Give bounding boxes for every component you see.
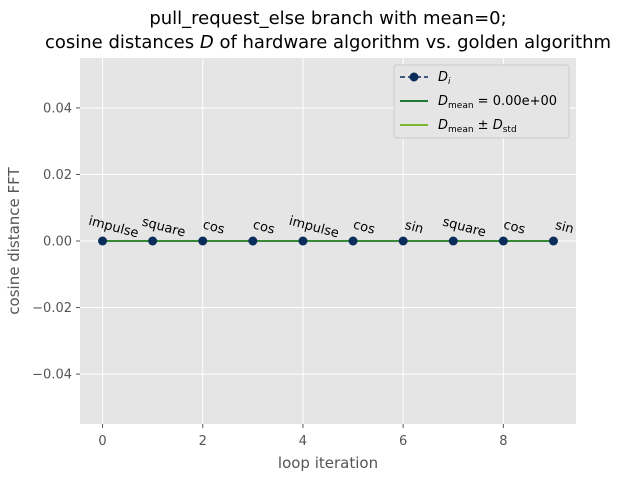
di-data-point xyxy=(298,236,308,246)
di-data-point xyxy=(548,236,558,246)
di-data-point xyxy=(98,236,108,246)
legend-box xyxy=(393,64,570,139)
legend-di-sub: i xyxy=(448,77,451,87)
title-line2-suffix: of hardware algorithm vs. golden algorit… xyxy=(214,32,611,53)
point-label: sin xyxy=(403,218,425,237)
legend-mean-main: D xyxy=(438,94,448,109)
di-data-point xyxy=(148,236,158,246)
x-tick-label: 6 xyxy=(399,434,407,449)
legend-mean-label: Dmean = 0.00e+00 xyxy=(438,94,557,111)
x-axis-label: loop iteration xyxy=(278,454,378,472)
x-tick-label: 8 xyxy=(499,434,507,449)
series-layer xyxy=(98,236,558,246)
y-tick-label: 0.04 xyxy=(43,101,72,116)
point-label: cos xyxy=(351,218,376,238)
legend-mean-sub: mean xyxy=(448,101,474,111)
tick-labels: 0 2 4 6 8 −0.04 −0.02 0.00 0.02 0.04 xyxy=(32,101,507,449)
x-tick-label: 2 xyxy=(199,434,207,449)
y-tick-label: 0.00 xyxy=(43,235,72,250)
title-line2-prefix: cosine distances xyxy=(45,32,200,53)
di-data-point xyxy=(198,236,208,246)
di-data-point xyxy=(448,236,458,246)
x-tick-label: 0 xyxy=(98,434,106,449)
legend-std-sub2: std xyxy=(503,125,517,135)
y-tick-label: −0.02 xyxy=(32,301,72,316)
point-label: cos xyxy=(201,218,226,238)
point-label: sin xyxy=(553,218,575,237)
legend-std-main2: D xyxy=(493,118,503,133)
y-tick-label: −0.04 xyxy=(32,368,72,383)
di-data-point xyxy=(398,236,408,246)
legend-std-sub: mean xyxy=(448,125,474,135)
legend: Di Dmean = 0.00e+00 Dmean ± Dstd xyxy=(393,64,570,139)
x-tick-label: 4 xyxy=(299,434,307,449)
legend-di-label: Di xyxy=(438,70,451,87)
legend-di-marker xyxy=(409,72,419,82)
chart-title-line2: cosine distances D of hardware algorithm… xyxy=(45,32,611,53)
title-line2-variable: D xyxy=(200,32,214,53)
legend-std-label: Dmean ± Dstd xyxy=(438,118,517,135)
legend-std-mid: ± xyxy=(474,118,493,133)
legend-di-main: D xyxy=(438,70,448,85)
di-data-point xyxy=(498,236,508,246)
legend-std-main: D xyxy=(438,118,448,133)
y-axis-label: cosine distance FFT xyxy=(5,166,23,314)
di-data-point xyxy=(248,236,258,246)
chart-title-line1: pull_request_else branch with mean=0; xyxy=(149,8,506,29)
di-data-point xyxy=(348,236,358,246)
legend-mean-suffix: = 0.00e+00 xyxy=(474,94,558,109)
point-label: cos xyxy=(502,218,527,238)
y-tick-label: 0.02 xyxy=(43,168,72,183)
point-label: cos xyxy=(251,218,276,238)
